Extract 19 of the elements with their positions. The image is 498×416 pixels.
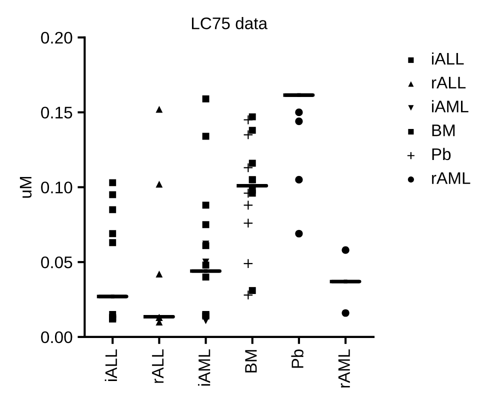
y-tick-label: 0.00 <box>41 331 72 344</box>
legend-label: iAML <box>432 100 468 112</box>
x-tick-label: rAML <box>338 349 350 388</box>
x-tick-label: iAML <box>198 349 210 386</box>
legend-label: rALL <box>432 76 466 88</box>
y-tick-label: 0.10 <box>41 182 72 194</box>
legend-label: BM <box>432 124 455 136</box>
legend-label: Pb <box>432 148 451 160</box>
x-tick-label: rALL <box>152 349 164 383</box>
y-tick-label: 0.05 <box>41 256 72 268</box>
y-axis-title: uM <box>20 176 32 198</box>
x-tick-label: iALL <box>104 349 117 382</box>
x-tick-label: BM <box>245 350 257 372</box>
y-tick-label: 0.15 <box>41 106 72 119</box>
chart-title: LC75 data <box>192 17 268 30</box>
legend-label: iALL <box>432 52 464 65</box>
x-tick-label: Pb <box>291 349 304 368</box>
y-tick-label: 0.20 <box>41 32 72 44</box>
legend-label: rAML <box>432 172 470 184</box>
